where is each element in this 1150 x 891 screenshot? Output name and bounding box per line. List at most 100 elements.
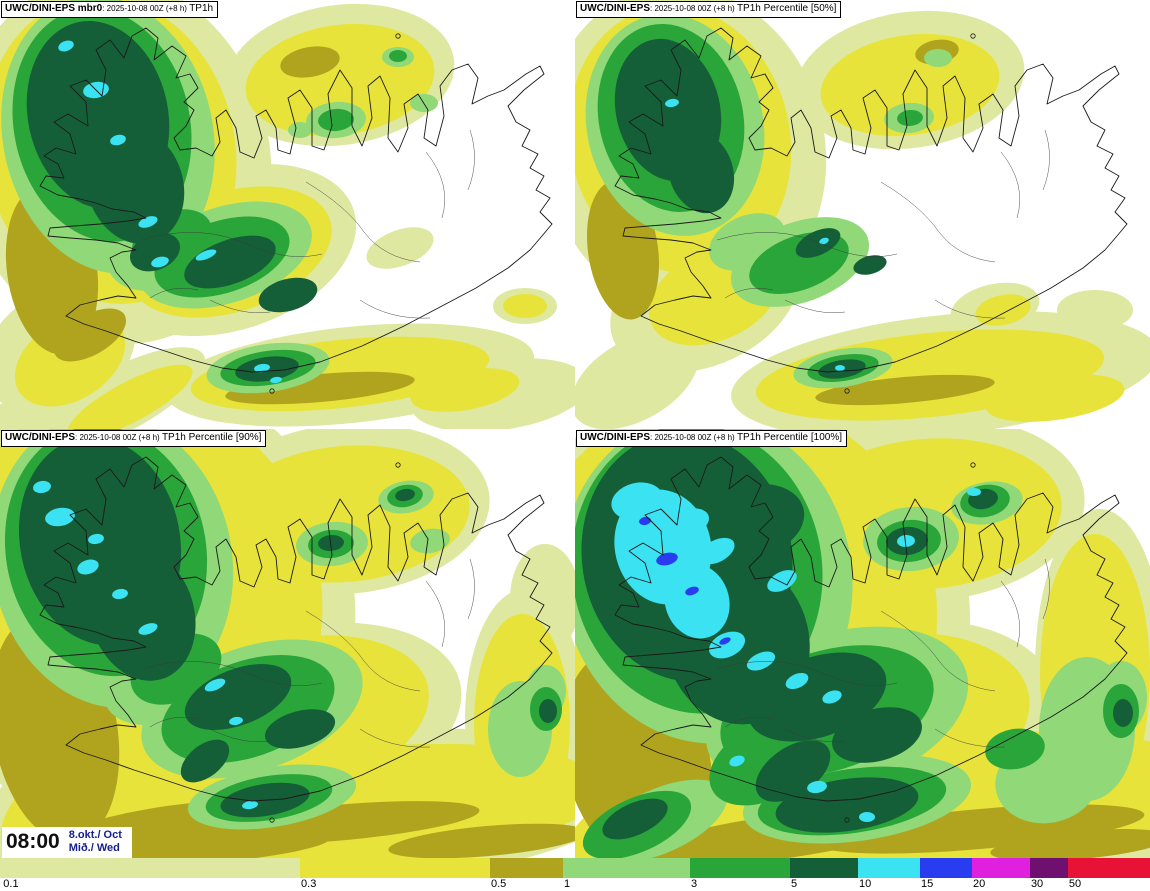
precip-region-d — [795, 228, 841, 258]
colorbar-tick-label: 10 — [859, 878, 872, 890]
precip-region-y — [410, 368, 520, 412]
run-meta: : 2025-10-08 00Z (+8 h) — [102, 4, 190, 13]
precip-region-c — [45, 507, 75, 527]
precip-region-y — [503, 294, 547, 318]
precip-region-p — [366, 227, 434, 269]
precip-region-c — [151, 256, 169, 268]
run-meta: : 2025-10-08 00Z (+8 h) — [75, 433, 162, 442]
precip-region-d — [258, 277, 318, 313]
precip-region-b — [719, 637, 731, 645]
precip-region-c — [195, 249, 217, 261]
colorbar-segment — [790, 858, 858, 878]
panel-title-p50: UWC/DINI-EPS: 2025-10-08 00Z (+8 h) TP1h… — [576, 1, 842, 18]
precip-region-d — [184, 664, 292, 730]
colorbar-segment — [857, 858, 920, 878]
run-meta: : 2025-10-08 00Z (+8 h) — [650, 4, 737, 13]
precip-region-d — [318, 534, 344, 552]
precip-region-c — [138, 216, 158, 228]
panel-title-p100: UWC/DINI-EPS: 2025-10-08 00Z (+8 h) TP1h… — [576, 430, 848, 447]
model-label: UWC/DINI-EPS — [580, 432, 650, 443]
colorbar-segment — [490, 858, 564, 878]
colorbar-segment — [689, 858, 791, 878]
precip-region-d — [395, 488, 415, 502]
precip-region-g — [389, 50, 407, 62]
precip-region-c — [270, 376, 282, 384]
colorbar-strip — [0, 858, 1150, 878]
precip-region-o — [990, 828, 1150, 858]
precip-region-c — [822, 690, 842, 704]
colorbar-segment — [919, 858, 972, 878]
map-panel-p100: UWC/DINI-EPS: 2025-10-08 00Z (+8 h) TP1h… — [575, 429, 1150, 858]
map-svg-p90 — [0, 429, 575, 858]
colorbar-segment — [300, 858, 490, 878]
precip-region-c — [746, 651, 776, 671]
precip-region-c — [708, 631, 746, 659]
model-label: UWC/DINI-EPS mbr0 — [5, 3, 103, 14]
precipitation-layer — [575, 0, 1150, 429]
colorbar-tick-label: 0.5 — [491, 878, 507, 890]
precip-region-c — [254, 363, 270, 373]
precip-region-d — [602, 798, 668, 840]
precipitation-layer — [575, 429, 1150, 858]
colorbar-tick-label: 1 — [564, 878, 571, 890]
precip-region-l — [410, 528, 450, 554]
precip-region-c — [138, 623, 158, 635]
valid-time: 08:00 — [6, 830, 60, 853]
precip-region-c — [665, 98, 679, 108]
colorbar-tick-label: 5 — [791, 878, 798, 890]
precip-region-l — [288, 122, 312, 138]
precip-region-o — [280, 46, 340, 78]
precip-region-d — [853, 255, 887, 275]
map-svg-mbr0 — [0, 0, 575, 429]
model-label: UWC/DINI-EPS — [5, 432, 75, 443]
panel-title-mbr0: UWC/DINI-EPS mbr0: 2025-10-08 00Z (+8 h)… — [1, 1, 219, 18]
colorbar-segment — [971, 858, 1030, 878]
precip-region-c — [767, 570, 797, 592]
precipitation-layer — [0, 429, 575, 858]
colorbar-tick-label: 0.1 — [3, 878, 19, 890]
precip-region-d — [184, 235, 276, 289]
precip-region-b — [656, 552, 678, 566]
precip-region-c — [664, 563, 730, 639]
precip-region-c — [699, 537, 735, 565]
precip-region-c — [77, 559, 99, 575]
precip-region-y — [67, 364, 193, 429]
colorbar-segment — [1029, 858, 1068, 878]
valid-weekday: Mið./ Wed — [68, 842, 120, 854]
precip-region-c — [242, 800, 258, 810]
precip-region-c — [967, 488, 981, 496]
precip-region-c — [112, 588, 128, 600]
param-label: TP1h — [189, 3, 214, 14]
precip-region-d — [832, 707, 922, 763]
panel-title-p90: UWC/DINI-EPS: 2025-10-08 00Z (+8 h) TP1h… — [1, 430, 267, 447]
map-grid: UWC/DINI-EPS mbr0: 2025-10-08 00Z (+8 h)… — [0, 0, 1150, 858]
precip-region-d — [88, 547, 196, 681]
precip-region-c — [58, 40, 74, 52]
precip-region-l — [924, 49, 952, 67]
valid-date: 8.okt./ Oct — [68, 829, 122, 841]
precip-region-c — [204, 678, 226, 692]
precip-region-c — [897, 534, 915, 548]
precipitation-layer — [0, 0, 575, 429]
colorbar-tick-label: 30 — [1030, 878, 1044, 890]
param-label: TP1h Percentile [90%] — [161, 432, 262, 443]
precip-region-b — [685, 586, 699, 596]
precip-region-o — [90, 831, 330, 858]
precip-region-c — [859, 812, 875, 822]
precip-region-c — [110, 134, 126, 146]
precip-region-c — [729, 755, 745, 767]
precip-region-c — [661, 508, 709, 540]
run-meta: : 2025-10-08 00Z (+8 h) — [650, 433, 737, 442]
map-svg-p100 — [575, 429, 1150, 858]
precip-region-c — [88, 533, 104, 545]
precip-region-b — [639, 516, 651, 526]
param-label: TP1h Percentile [50%] — [736, 3, 837, 14]
precip-region-c — [33, 480, 51, 494]
colorbar-segment — [1067, 858, 1150, 878]
precip-region-c — [835, 365, 845, 371]
param-label: TP1h Percentile [100%] — [736, 432, 843, 443]
model-label: UWC/DINI-EPS — [580, 3, 650, 14]
precip-region-y — [220, 445, 470, 583]
precip-region-p — [575, 330, 699, 429]
colorbar-segment — [563, 858, 690, 878]
